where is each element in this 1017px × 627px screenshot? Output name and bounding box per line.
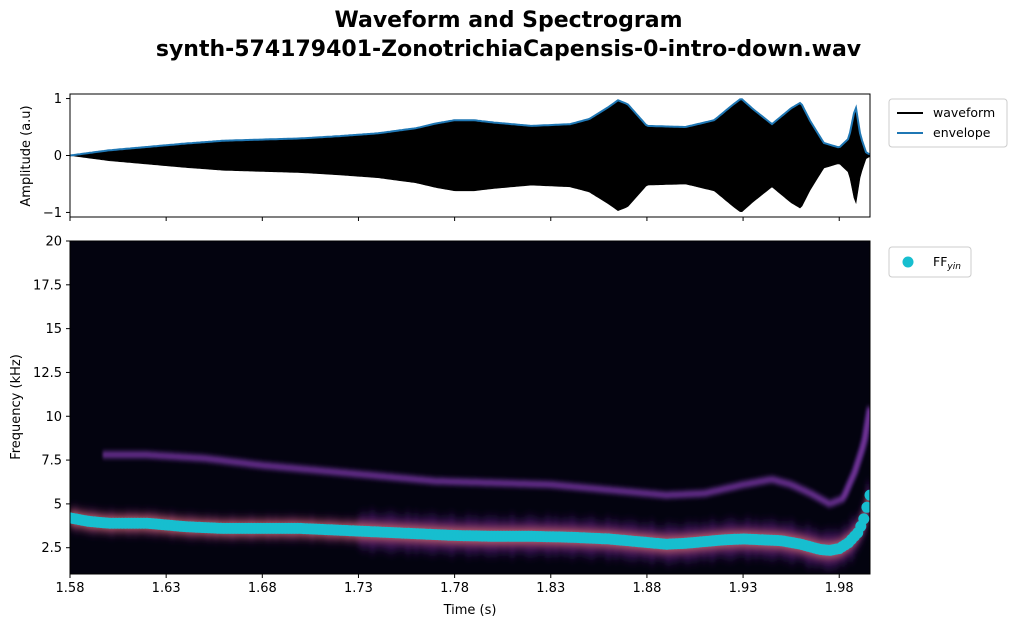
spectrogram-x-tick-label: 1.93 bbox=[729, 581, 758, 596]
spectrogram-y-tick-label: 17.5 bbox=[33, 278, 62, 293]
ff-yin-point bbox=[864, 489, 870, 501]
spectrogram-x-tick-label: 1.63 bbox=[152, 581, 181, 596]
spectrogram-y-tick-label: 10 bbox=[45, 410, 62, 425]
spectrogram-x-tick-label: 1.58 bbox=[56, 581, 85, 596]
ff-yin-points bbox=[70, 489, 870, 556]
waveform-y-tick-label: 1 bbox=[54, 92, 62, 107]
spectrogram-y-ticks: 2.5 5 7.5 10 12.5 15 17.5 20 bbox=[33, 235, 70, 556]
spectrogram-legend-box bbox=[888, 246, 972, 278]
spectrogram-x-axis-label: Time (s) bbox=[443, 603, 497, 618]
chart-title: Waveform and Spectrogram synth-574179401… bbox=[0, 6, 1017, 64]
envelope-legend-label: envelope bbox=[933, 125, 991, 140]
second-harmonic-core bbox=[102, 407, 870, 505]
spectrogram-y-tick-label: 20 bbox=[45, 235, 62, 250]
waveform-legend-box bbox=[888, 98, 1008, 148]
chart-title-line-2: synth-574179401-ZonotrichiaCapensis-0-in… bbox=[155, 37, 862, 62]
ff-yin-legend-label: FFyin bbox=[933, 254, 961, 272]
ff-yin-point bbox=[861, 501, 870, 513]
waveform-y-ticks: 1 0 −1 bbox=[43, 92, 70, 221]
waveform-y-tick-label: −1 bbox=[43, 206, 62, 221]
spectrogram-legend: FFyin bbox=[888, 246, 972, 278]
waveform-legend: waveform envelope bbox=[888, 98, 1008, 148]
spectrogram-y-tick-label: 15 bbox=[45, 322, 62, 337]
spectrogram-x-tick-label: 1.73 bbox=[344, 581, 373, 596]
spectrogram-x-tick-label: 1.83 bbox=[536, 581, 565, 596]
ff-yin-legend-marker bbox=[902, 256, 914, 268]
waveform-y-tick-label: 0 bbox=[54, 149, 62, 164]
waveform-y-axis-label: Amplitude (a.u) bbox=[19, 105, 34, 206]
spectrogram-x-tick-label: 1.78 bbox=[440, 581, 469, 596]
spectrogram-axes-frame bbox=[69, 240, 871, 575]
waveform-legend-label: waveform bbox=[933, 105, 995, 120]
envelope-line bbox=[70, 98, 870, 157]
ff-yin-point bbox=[858, 513, 870, 525]
spectrogram-x-tick-label: 1.98 bbox=[825, 581, 854, 596]
waveform-plot-area bbox=[70, 98, 870, 213]
spectrogram-second-harmonic bbox=[102, 406, 870, 508]
chart-title-line-1: Waveform and Spectrogram bbox=[334, 8, 683, 33]
spectrogram-x-tick-label: 1.68 bbox=[248, 581, 277, 596]
spectrogram-x-ticks: 1.58 1.63 1.68 1.73 1.78 1.83 1.88 1.93 1.98 bbox=[56, 574, 854, 596]
spectrogram-y-tick-label: 5 bbox=[54, 497, 62, 512]
waveform-panel: 1 0 −1 Amplitude (a.u) waveform envelope bbox=[19, 92, 1008, 221]
spectrogram-x-tick-label: 1.88 bbox=[632, 581, 661, 596]
spectrogram-y-tick-label: 7.5 bbox=[41, 454, 62, 469]
spectrogram-y-tick-label: 12.5 bbox=[33, 366, 62, 381]
spectrogram-y-tick-label: 2.5 bbox=[41, 541, 62, 556]
waveform-x-ticks bbox=[69, 217, 840, 221]
spectrogram-y-axis-label: Frequency (kHz) bbox=[9, 354, 24, 460]
spectrogram-plot-area bbox=[70, 241, 870, 574]
waveform-line bbox=[70, 98, 870, 213]
